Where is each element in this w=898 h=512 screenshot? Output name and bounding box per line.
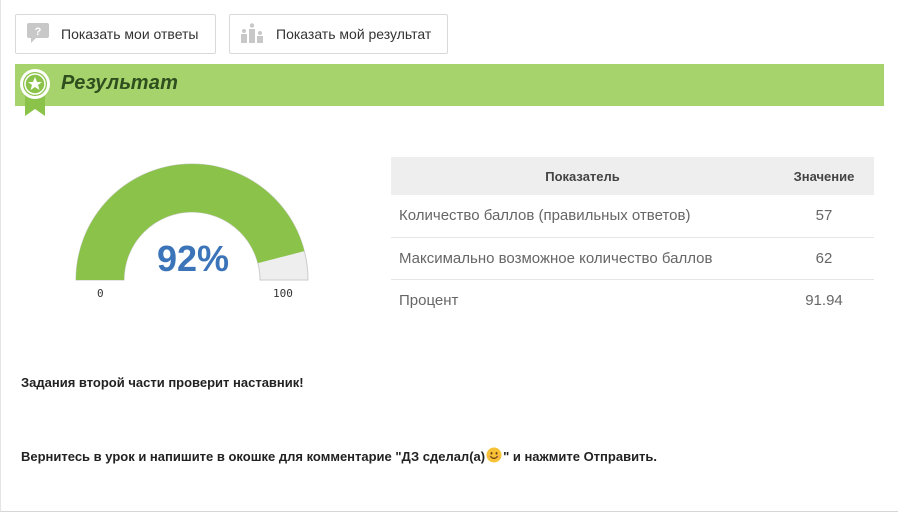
submit-instruction-note: Вернитесь в урок и напишите в окошке для…	[21, 447, 657, 466]
table-row: Максимально возможное количество баллов …	[391, 237, 874, 280]
result-header-bar	[15, 64, 884, 106]
row-value: 91.94	[805, 291, 843, 309]
row-indicator: Процент	[399, 291, 459, 309]
gauge-max-label: 100	[273, 287, 293, 300]
score-gauge	[75, 163, 309, 281]
award-ribbon-icon	[20, 68, 50, 121]
row-indicator: Максимально возможное количество баллов	[391, 237, 774, 280]
instruction-text-end: " и нажмите Отправить.	[503, 449, 658, 464]
instruction-text-start: Вернитесь в урок и напишите в окошке для…	[21, 449, 486, 464]
gauge-min-label: 0	[97, 287, 104, 300]
show-result-label: Показать мой результат	[276, 26, 432, 42]
show-answers-button[interactable]: ? Показать мои ответы	[15, 14, 216, 54]
smiley-emoji-icon	[486, 447, 502, 466]
column-header-value: Значение	[774, 157, 874, 195]
table-row: Процент 91.94	[391, 279, 874, 321]
row-indicator: Количество баллов (правильных ответов)	[391, 195, 774, 238]
result-title: Результат	[61, 72, 179, 94]
podium-icon	[240, 22, 264, 46]
table-row: Количество баллов (правильных ответов) 5…	[391, 195, 874, 238]
column-header-indicator: Показатель	[391, 157, 774, 195]
gauge-value: 92%	[156, 238, 230, 279]
results-table: Показатель Значение Количество баллов (п…	[391, 157, 874, 321]
show-answers-label: Показать мои ответы	[61, 26, 199, 42]
gauge-fill	[76, 164, 305, 280]
svg-text:?: ?	[35, 26, 42, 38]
table-header-row: Показатель Значение	[391, 157, 874, 195]
question-bubble-icon: ?	[27, 22, 49, 46]
row-value: 57	[774, 195, 874, 238]
mentor-check-note: Задания второй части проверит наставник!	[21, 375, 304, 390]
row-value: 62	[774, 237, 874, 280]
show-result-button[interactable]: Показать мой результат	[229, 14, 448, 54]
